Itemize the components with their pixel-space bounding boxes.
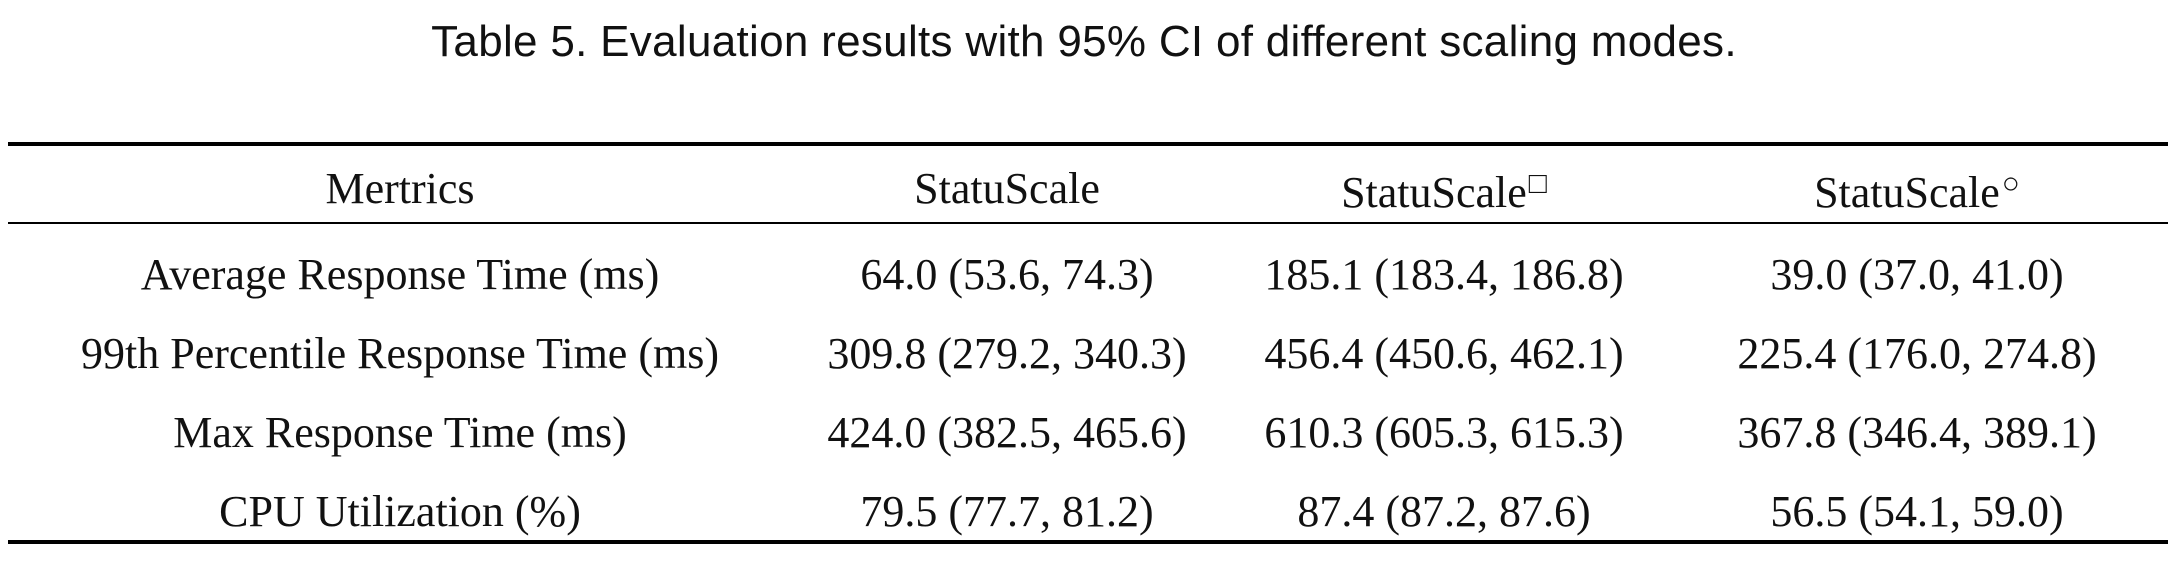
value-cell: 79.5 (77.7, 81.2): [860, 487, 1154, 536]
value-cell: 610.3 (605.3, 615.3): [1264, 408, 1624, 457]
value-cell: 424.0 (382.5, 465.6): [827, 408, 1187, 457]
table-top-rule: [8, 142, 2168, 146]
value-cell: 64.0 (53.6, 74.3): [860, 250, 1154, 299]
header-statuscale-circle: StatuScale○: [1666, 146, 2168, 231]
value-cell: 225.4 (176.0, 274.8): [1737, 329, 2097, 378]
table-bottom-rule: [8, 540, 2168, 544]
header-label: Mertrics: [325, 163, 475, 213]
value-cell: 367.8 (346.4, 389.1): [1737, 408, 2097, 457]
metric-name: Average Response Time (ms): [140, 250, 660, 299]
table-row: CPU Utilization (%) 79.5 (77.7, 81.2) 87…: [8, 472, 2168, 551]
table-header-rule: [8, 222, 2168, 224]
header-label: StatuScale: [1341, 168, 1527, 217]
header-metrics: Mertrics: [8, 146, 792, 231]
square-mark: □: [1528, 167, 1547, 200]
header-statuscale-square: StatuScale□: [1222, 146, 1666, 231]
value-cell: 39.0 (37.0, 41.0): [1770, 250, 2064, 299]
table-row: Max Response Time (ms) 424.0 (382.5, 465…: [8, 393, 2168, 472]
table-header-row: Mertrics StatuScale StatuScale□ StatuSca…: [8, 146, 2168, 231]
value-cell: 56.5 (54.1, 59.0): [1770, 487, 2064, 536]
results-table: Mertrics StatuScale StatuScale□ StatuSca…: [8, 146, 2168, 551]
value-cell: 185.1 (183.4, 186.8): [1264, 250, 1624, 299]
header-label: StatuScale: [1814, 168, 2000, 217]
header-statuscale: StatuScale: [792, 146, 1222, 231]
circle-mark: ○: [2001, 167, 2020, 200]
value-cell: 456.4 (450.6, 462.1): [1264, 329, 1624, 378]
metric-name: Max Response Time (ms): [173, 408, 627, 457]
value-cell: 309.8 (279.2, 340.3): [827, 329, 1187, 378]
metric-name: 99th Percentile Response Time (ms): [81, 329, 719, 378]
metric-name: CPU Utilization (%): [219, 487, 581, 536]
value-cell: 87.4 (87.2, 87.6): [1297, 487, 1591, 536]
table-caption: Table 5. Evaluation results with 95% CI …: [431, 17, 1737, 66]
table-row: Average Response Time (ms) 64.0 (53.6, 7…: [8, 231, 2168, 314]
table-row: 99th Percentile Response Time (ms) 309.8…: [8, 314, 2168, 393]
header-label: StatuScale: [914, 163, 1100, 213]
